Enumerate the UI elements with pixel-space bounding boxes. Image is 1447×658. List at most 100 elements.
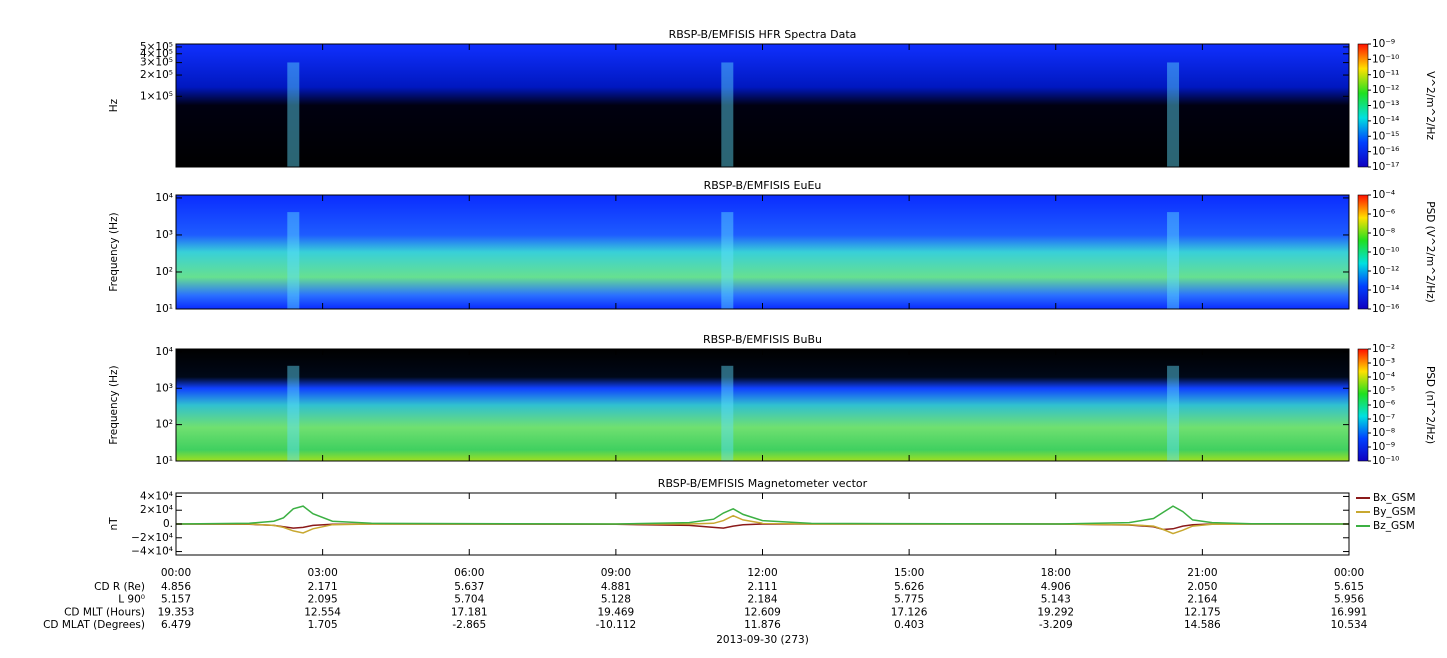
y-tick-label: 10³ [155,382,173,394]
x-tick-label: 18:00 [1041,567,1071,579]
ephemeris-label: L 90⁰ [118,594,145,606]
ephemeris-value: -3.209 [1039,619,1073,631]
ephemeris-value: 16.991 [1331,606,1368,618]
spectrogram-image [176,44,1349,167]
colorbar-tick-label: 10⁻² [1372,343,1395,355]
y-tick-label: 10¹ [155,303,173,315]
colorbar-tick-label: 10⁻¹⁰ [1372,246,1399,258]
colorbar-tick-label: 10⁻¹⁵ [1372,130,1399,142]
ephemeris-value: 6.479 [161,619,191,631]
panel-title: RBSP-B/EMFISIS EuEu [704,179,822,192]
ephemeris-value: 2.171 [308,581,338,593]
date-label: 2013-09-30 (273) [716,634,809,646]
ephemeris-label: CD MLAT (Degrees) [43,619,145,631]
y-tick-label: 2×10⁴ [140,504,173,516]
y-tick-label: −4×10⁴ [131,546,173,558]
colorbar-tick-label: 10⁻⁹ [1372,38,1395,50]
ephemeris-value: 5.157 [161,594,191,606]
ephemeris-value: 5.956 [1334,594,1364,606]
y-tick-label: 5×10⁵ [140,41,173,53]
ephemeris-value: 5.637 [454,581,484,593]
spectrogram-image [176,349,1349,461]
y-tick-label: 10³ [155,229,173,241]
colorbar-tick-label: 10⁻¹⁰ [1372,53,1399,65]
colorbar-label: PSD (V^2/m^2/Hz) [1424,201,1436,302]
colorbar-tick-label: 10⁻³ [1372,357,1395,369]
colorbar-tick-label: 10⁻¹¹ [1372,69,1399,81]
colorbar-tick-label: 10⁻⁷ [1372,413,1395,425]
colorbar-tick-label: 10⁻⁸ [1372,427,1395,439]
ephemeris-label: CD MLT (Hours) [64,606,145,618]
y-tick-label: 4×10⁴ [140,490,173,502]
ephemeris-value: 2.095 [308,594,338,606]
x-tick-label: 00:00 [1334,567,1364,579]
x-tick-label: 12:00 [747,567,777,579]
ephemeris-value: 4.881 [601,581,631,593]
y-axis-label: nT [108,517,120,531]
colorbar [1357,194,1369,310]
ephemeris-value: 17.126 [891,606,928,618]
colorbar-tick-label: 10⁻⁶ [1372,399,1395,411]
ephemeris-value: 19.292 [1037,606,1074,618]
colorbar-label: PSD (nT^2/Hz) [1424,366,1436,444]
ephemeris-value: 2.164 [1187,594,1217,606]
ephemeris-value: 5.775 [894,594,924,606]
ephemeris-value: 4.906 [1041,581,1071,593]
ephemeris-value: 14.586 [1184,619,1221,631]
x-tick-label: 21:00 [1187,567,1217,579]
y-tick-label: 10⁴ [155,346,173,358]
colorbar-tick-label: 10⁻⁴ [1372,371,1395,383]
ephemeris-value: -10.112 [596,619,637,631]
y-tick-label: 10² [155,266,173,278]
x-tick-label: 15:00 [894,567,924,579]
panel-title: RBSP-B/EMFISIS HFR Spectra Data [669,28,857,41]
y-tick-label: −2×10⁴ [131,532,173,544]
ephemeris-value: 2.184 [747,594,777,606]
y-tick-label: 2×10⁵ [140,69,173,81]
legend-label: Bz_GSM [1373,520,1415,532]
ephemeris-value: 19.469 [598,606,635,618]
colorbar-tick-label: 10⁻¹⁴ [1372,115,1399,127]
ephemeris-label: CD R (Re) [94,581,145,593]
ephemeris-value: 10.534 [1331,619,1368,631]
spectral-streak [721,365,734,461]
ephemeris-value: 5.615 [1334,581,1364,593]
panel-title: RBSP-B/EMFISIS Magnetometer vector [658,477,868,490]
spectral-streak [287,365,300,461]
colorbar-tick-label: 10⁻¹⁷ [1372,161,1399,173]
spectral-streak [1167,365,1180,461]
ephemeris-value: 5.626 [894,581,924,593]
ephemeris-value: 17.181 [451,606,488,618]
legend-label: By_GSM [1373,506,1416,518]
colorbar-tick-label: 10⁻¹² [1372,265,1399,277]
data-line [176,514,1349,535]
ephemeris-value: 5.704 [454,594,484,606]
y-tick-label: 3×10⁵ [140,57,173,69]
y-tick-label: 1×10⁵ [140,90,173,102]
ephemeris-value: 1.705 [308,619,338,631]
colorbar [1357,348,1369,462]
colorbar [1357,43,1369,168]
data-line [175,523,1349,531]
x-tick-label: 00:00 [161,567,191,579]
y-tick-label: 4×10⁵ [140,48,173,60]
colorbar-tick-label: 10⁻¹⁴ [1372,284,1399,296]
ephemeris-value: 5.128 [601,594,631,606]
ephemeris-value: 4.856 [161,581,191,593]
colorbar-tick-label: 10⁻⁴ [1372,189,1395,201]
colorbar-tick-label: 10⁻⁵ [1372,385,1395,397]
y-axis-label: Frequency (Hz) [108,212,120,291]
colorbar-tick-label: 10⁻¹⁶ [1372,303,1399,315]
colorbar-tick-label: 10⁻⁹ [1372,441,1395,453]
ephemeris-value: 12.554 [304,606,341,618]
x-tick-label: 03:00 [307,567,337,579]
colorbar-tick-label: 10⁻⁸ [1372,227,1395,239]
colorbar-tick-label: 10⁻¹⁶ [1372,146,1399,158]
ephemeris-value: 11.876 [744,619,781,631]
ephemeris-value: 2.050 [1187,581,1217,593]
colorbar-tick-label: 10⁻¹³ [1372,100,1399,112]
x-tick-label: 06:00 [454,567,484,579]
colorbar-tick-label: 10⁻⁶ [1372,208,1395,220]
y-tick-label: 10² [155,419,173,431]
ephemeris-value: 0.403 [894,619,924,631]
